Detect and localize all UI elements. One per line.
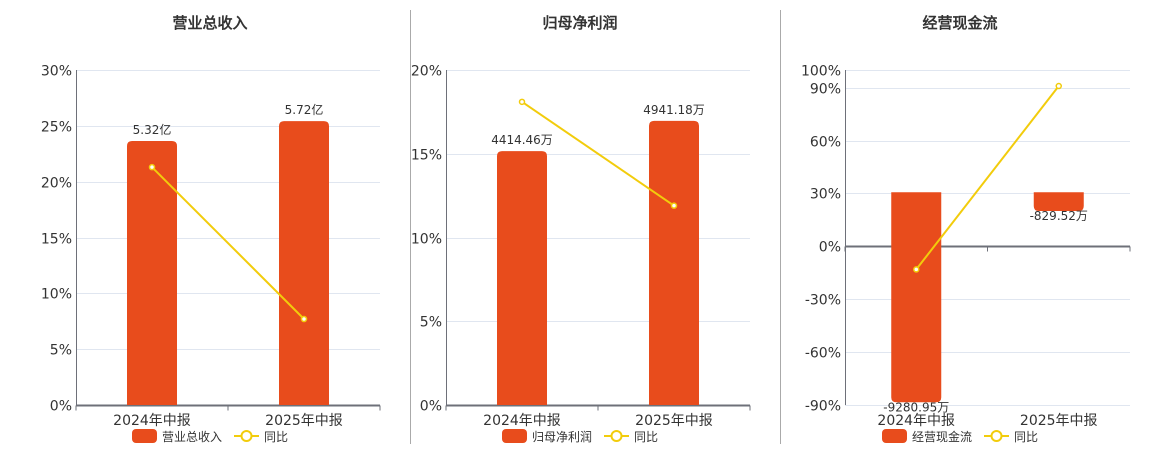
- legend-line-marker: [610, 430, 623, 442]
- bar-data-label: 5.72亿: [285, 102, 324, 117]
- y-tick-label: 5%: [50, 343, 72, 359]
- yoy-point: [148, 163, 156, 171]
- bar: [891, 192, 942, 403]
- yoy-point: [913, 266, 920, 273]
- yoy-point: [300, 315, 308, 323]
- y-tick-label: 0%: [50, 399, 72, 415]
- y-tick-label: 0%: [420, 399, 442, 415]
- y-tick-label: -90%: [805, 399, 841, 415]
- legend-line-marker: [240, 430, 253, 442]
- legend-line-label: 同比: [634, 430, 658, 444]
- yoy-point: [670, 202, 678, 209]
- legend-bar-label: 归母净利润: [532, 430, 592, 444]
- legend-line-label: 同比: [264, 430, 288, 444]
- legend-bar-label: 经营现金流: [912, 429, 972, 444]
- yoy-point: [518, 98, 526, 106]
- y-tick-label: 5%: [420, 315, 442, 331]
- chart-title: 经营现金流: [922, 14, 997, 32]
- bar: [649, 120, 699, 406]
- yoy-line: [151, 166, 305, 320]
- bar: [497, 151, 547, 405]
- y-tick-label: 10%: [411, 232, 442, 248]
- y-tick-label: 90%: [810, 82, 841, 98]
- yoy-point: [1055, 82, 1062, 90]
- bar: [127, 140, 177, 405]
- chart-1: 营业总收入 0% 5% 10% 15% 20% 25% 30% 2024年中报 5.32亿 2025…: [41, 14, 381, 444]
- y-tick-label: 15%: [41, 232, 72, 248]
- y-tick-label: 100%: [801, 64, 841, 80]
- y-tick-label: 25%: [41, 120, 72, 136]
- bar-data-label: -829.52万: [1030, 209, 1088, 223]
- y-tick-label: 30%: [41, 64, 72, 80]
- bar: [279, 121, 329, 405]
- x-category-label: 2025年中报: [635, 413, 713, 429]
- x-category-label: 2024年中报: [113, 413, 191, 429]
- x-category-label: 2024年中报: [483, 413, 561, 429]
- bar-data-label: 5.32亿: [133, 122, 172, 137]
- legend-bar-swatch: [882, 429, 907, 443]
- legend-line-marker: [990, 430, 1003, 442]
- y-tick-label: 0%: [819, 240, 841, 256]
- chart-2: 归母净利润 0% 5% 10% 15% 20% 2024年中报 4414.46万 2025年中报…: [411, 14, 751, 444]
- y-tick-label: 30%: [810, 187, 841, 203]
- x-category-label: 2025年中报: [265, 413, 343, 429]
- bar: [1033, 192, 1084, 212]
- y-tick-label: 15%: [411, 148, 442, 164]
- y-tick-label: -60%: [805, 346, 841, 362]
- y-tick-label: 20%: [41, 176, 72, 192]
- y-tick-label: -30%: [805, 293, 841, 309]
- bar-data-label: 4941.18万: [643, 103, 705, 117]
- y-tick-label: 20%: [411, 64, 442, 80]
- chart-title: 营业总收入: [172, 14, 247, 32]
- x-category-label: 2024年中报: [877, 413, 955, 429]
- chart-3: 经营现金流-90%-60%-30%0%30%60%90%100%2024年中报-…: [801, 14, 1131, 444]
- legend-bar-swatch: [502, 429, 527, 443]
- x-category-label: 2025年中报: [1020, 413, 1098, 429]
- y-tick-label: 60%: [810, 135, 841, 151]
- legend-bar-swatch: [132, 429, 157, 443]
- yoy-line: [521, 100, 675, 207]
- bar-data-label: -9280.95万: [883, 400, 949, 414]
- bar-data-label: 4414.46万: [491, 133, 553, 147]
- y-tick-label: 10%: [41, 287, 72, 303]
- yoy-line: [915, 85, 1060, 271]
- chart-title: 归母净利润: [542, 14, 617, 32]
- legend-bar-label: 营业总收入: [162, 430, 222, 444]
- legend-line-label: 同比: [1014, 430, 1038, 444]
